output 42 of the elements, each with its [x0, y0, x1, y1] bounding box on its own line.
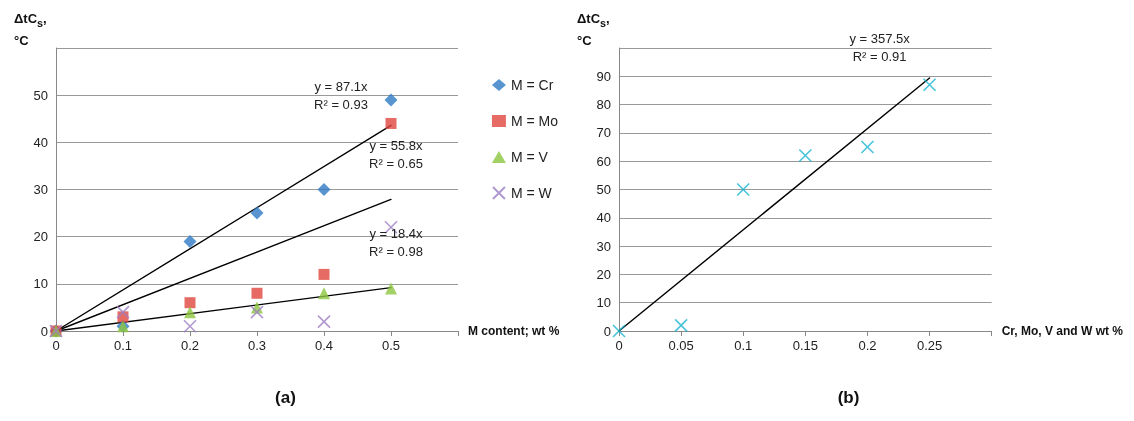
text: (b) [837, 388, 860, 407]
annotation: y = 357.5x R² = 0.91 [849, 31, 911, 65]
y-tick-label: 0 [603, 323, 611, 339]
legend-label: M = Cr [510, 77, 554, 93]
text: ΔtC$_{s}$, °C [577, 11, 610, 48]
y-tick-label: 30 [596, 238, 611, 254]
x-axis-title: Cr, Mo, V and W wt % [1001, 324, 1124, 338]
annotation: y = 55.8x R² = 0.65 [369, 137, 424, 171]
y-tick-label: 40 [596, 210, 611, 226]
x-tick-label: 0.4 [314, 338, 334, 353]
y-tick-label: 40 [33, 134, 48, 150]
annotation: y = 87.1x R² = 0.93 [314, 78, 369, 112]
y-tick-label: 60 [596, 153, 611, 169]
x-tick-label: 0.2 [180, 338, 200, 353]
y-tick-label: 20 [33, 229, 48, 245]
y-tick-label: 90 [596, 68, 611, 84]
annotation: y = 18.4x R² = 0.98 [369, 226, 424, 260]
y-tick-label: 10 [596, 295, 611, 311]
y-tick-label: 80 [596, 97, 611, 113]
y-tick-label: 0 [40, 323, 48, 339]
y-tick-label: 30 [33, 182, 48, 197]
text: ΔtC$_{s}$, °C [14, 11, 47, 48]
x-tick-label: 0.1 [734, 338, 753, 353]
y-tick-label: 10 [33, 276, 48, 292]
y-tick-label: 20 [596, 266, 611, 282]
x-axis-title: M content; wt % [468, 324, 560, 338]
x-tick-label: 0.3 [247, 338, 267, 353]
legend-label: M = W [510, 185, 553, 201]
x-tick-label: 0.15 [792, 338, 818, 353]
x-tick-label: 0.5 [381, 338, 401, 353]
y-tick-label: 70 [596, 125, 611, 141]
x-tick-label: 0 [615, 338, 623, 353]
legend-label: M = Mo [510, 113, 559, 129]
x-tick-label: 0.05 [668, 338, 694, 353]
x-tick-label: 0.25 [916, 338, 943, 353]
legend-label: M = V [510, 149, 549, 165]
text: (a) [275, 388, 296, 407]
y-tick-label: 50 [33, 87, 48, 103]
x-tick-label: 0 [52, 338, 60, 353]
y-tick-label: 50 [596, 182, 611, 197]
x-tick-label: 0.1 [113, 338, 133, 353]
x-tick-label: 0.2 [858, 338, 877, 353]
